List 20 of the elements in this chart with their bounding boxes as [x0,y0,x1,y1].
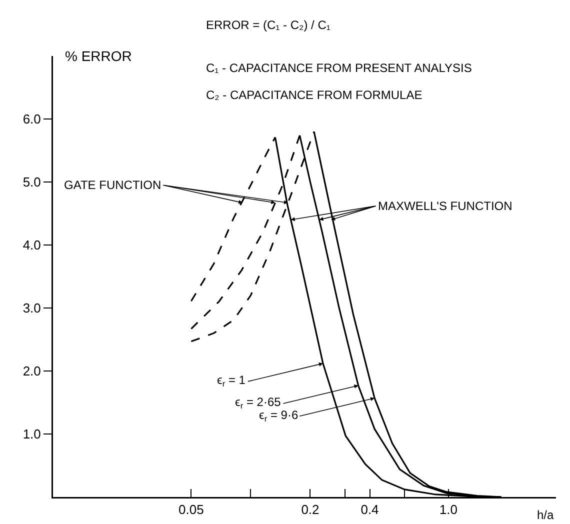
annotation: MAXWELL'S FUNCTION [378,199,512,213]
y-tick-label: 1.0 [22,426,41,442]
x-tick-label: 0.05 [178,502,204,518]
x-tick-label: 0.4 [360,502,379,518]
x-axis-title: h/a [537,508,554,522]
y-tick-label: 6.0 [22,112,41,127]
annotation: GATE FUNCTION [64,178,162,192]
y-tick-label: 4.0 [22,238,41,253]
y-tick-label: 2.0 [22,364,41,379]
x-tick-label: 1.0 [439,502,458,518]
y-tick-label: 3.0 [22,300,41,316]
y-tick-label: 5.0 [22,174,41,190]
text: ERROR = (C₁ - C₂) / C₁ [206,18,330,32]
annotation: ϵ$_{r}$ = 2·65 [235,395,282,411]
annotation: C₂ - CAPACITANCE FROM FORMULAE [206,88,422,102]
annotation: ϵ$_{r}$ = 1 [217,373,246,389]
annotation: ϵ$_{r}$ = 9·6 [259,408,298,424]
annotation: C₁ - CAPACITANCE FROM PRESENT ANALYSIS [206,61,472,75]
x-tick-label: 0.2 [301,502,320,518]
y-axis-title: % ERROR [65,48,132,64]
